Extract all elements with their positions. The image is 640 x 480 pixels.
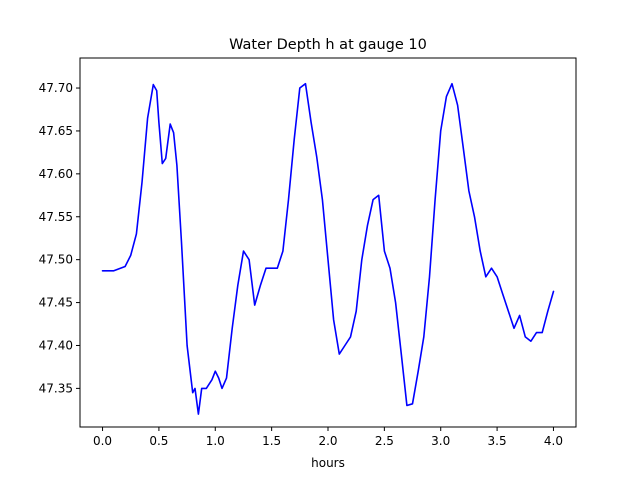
y-tick-label: 47.60 <box>39 167 73 181</box>
series-line <box>101 82 555 415</box>
x-axis-title: hours <box>311 456 345 470</box>
x-tick-label: 2.0 <box>318 434 337 448</box>
x-tick-label: 2.5 <box>375 434 394 448</box>
axes-frame <box>79 57 577 428</box>
x-tick-label: 4.0 <box>544 434 563 448</box>
y-axis-ticks: 47.35 47.40 47.45 47.50 47.55 47.60 47.65 47.70 <box>39 81 80 395</box>
x-tick-label: 3.5 <box>488 434 507 448</box>
x-tick-label: 0.5 <box>149 434 168 448</box>
plot-area <box>101 82 555 415</box>
y-tick-label: 47.40 <box>39 338 73 352</box>
y-tick-label: 47.65 <box>39 124 73 138</box>
chart-title: Water Depth h at gauge 10 <box>229 37 427 53</box>
y-tick-label: 47.35 <box>39 381 73 395</box>
y-tick-label: 47.45 <box>39 296 73 310</box>
y-tick-label: 47.70 <box>39 81 73 95</box>
x-axis-ticks: 0.0 0.5 1.0 1.5 2.0 2.5 3.0 3.5 4.0 <box>93 427 563 448</box>
x-tick-label: 1.0 <box>206 434 225 448</box>
y-tick-label: 47.55 <box>39 210 73 224</box>
x-tick-label: 3.0 <box>431 434 450 448</box>
x-tick-label: 1.5 <box>262 434 281 448</box>
x-tick-label: 0.0 <box>93 434 112 448</box>
y-tick-label: 47.50 <box>39 253 73 267</box>
